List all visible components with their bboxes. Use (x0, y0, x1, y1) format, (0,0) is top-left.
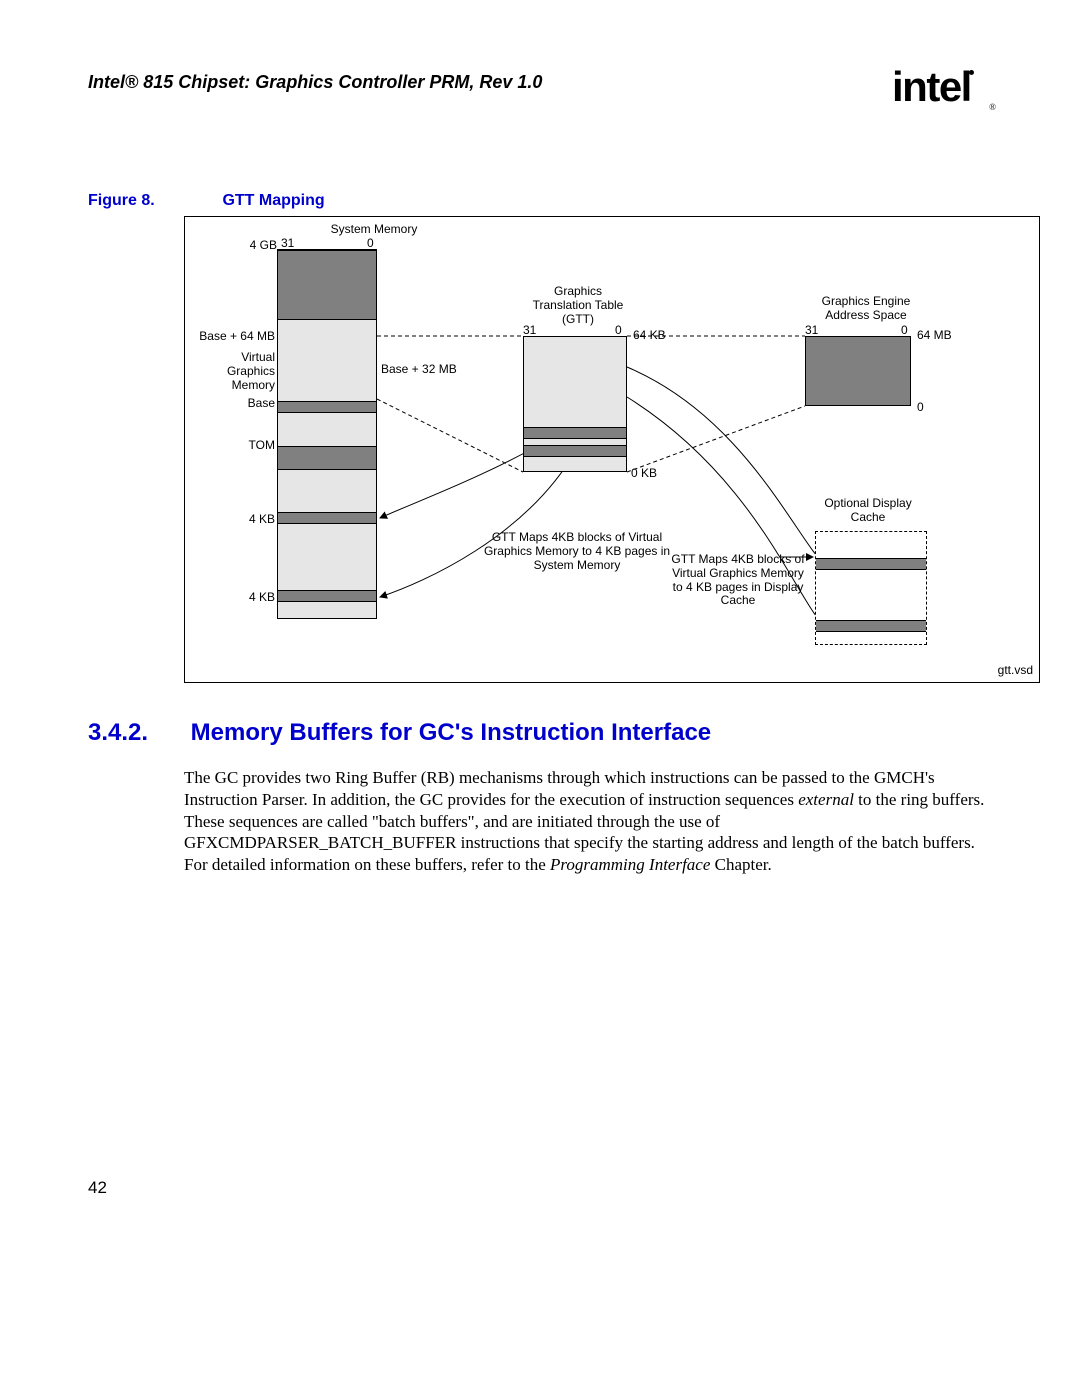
col2-64kb: 64 KB (633, 329, 666, 343)
col1-tom: TOM (184, 439, 275, 453)
body-paragraph: The GC provides two Ring Buffer (RB) mec… (184, 767, 992, 876)
page-number: 42 (88, 1178, 107, 1198)
intel-logo: intel ® (892, 66, 992, 114)
addr-space-bar (805, 336, 911, 406)
col1-mid: Base + 32 MB (381, 363, 457, 377)
col1-title: System Memory (309, 223, 439, 237)
figure-label: Figure 8. (88, 192, 218, 210)
system-memory-bar (277, 249, 377, 619)
col2-title: Graphics Translation Table (GTT) (503, 285, 653, 326)
col3-title: Graphics Engine Address Space (791, 295, 941, 323)
col2-note: GTT Maps 4KB blocks of Virtual Graphics … (469, 531, 685, 572)
body-run: Chapter. (710, 855, 771, 874)
gtt-bar (523, 336, 627, 472)
col3-note: GTT Maps 4KB blocks of Virtual Graphics … (663, 553, 813, 608)
col3-opt: Optional Display Cache (793, 497, 943, 525)
figure-caption: Figure 8. GTT Mapping (88, 192, 992, 210)
col1-base: Base (184, 397, 275, 411)
col3-64mb: 64 MB (917, 329, 952, 343)
doc-title: Intel® 815 Chipset: Graphics Controller … (88, 72, 542, 93)
col2-0kb: 0 KB (631, 467, 657, 481)
col1-4kb-a: 4 KB (184, 513, 275, 527)
col1-vgm: Virtual Graphics Memory (184, 351, 275, 392)
section-title: Memory Buffers for GC's Instruction Inte… (191, 719, 711, 746)
col1-4kb-b: 4 KB (184, 591, 275, 605)
body-em: Programming Interface (550, 855, 710, 874)
section-number: 3.4.2. (88, 719, 184, 747)
col1-4gb: 4 GB (233, 239, 277, 253)
gtt-mapping-diagram: System Memory 4 GB 31 0 Base + 64 MB Vir… (184, 216, 1040, 683)
col1-base64: Base + 64 MB (184, 330, 275, 344)
col3-0: 0 (917, 401, 924, 415)
display-cache-box (815, 531, 927, 645)
figure-title: GTT Mapping (222, 192, 324, 209)
section-heading: 3.4.2. Memory Buffers for GC's Instructi… (88, 719, 992, 747)
figure-corner: gtt.vsd (998, 664, 1033, 678)
body-em: external (798, 790, 854, 809)
